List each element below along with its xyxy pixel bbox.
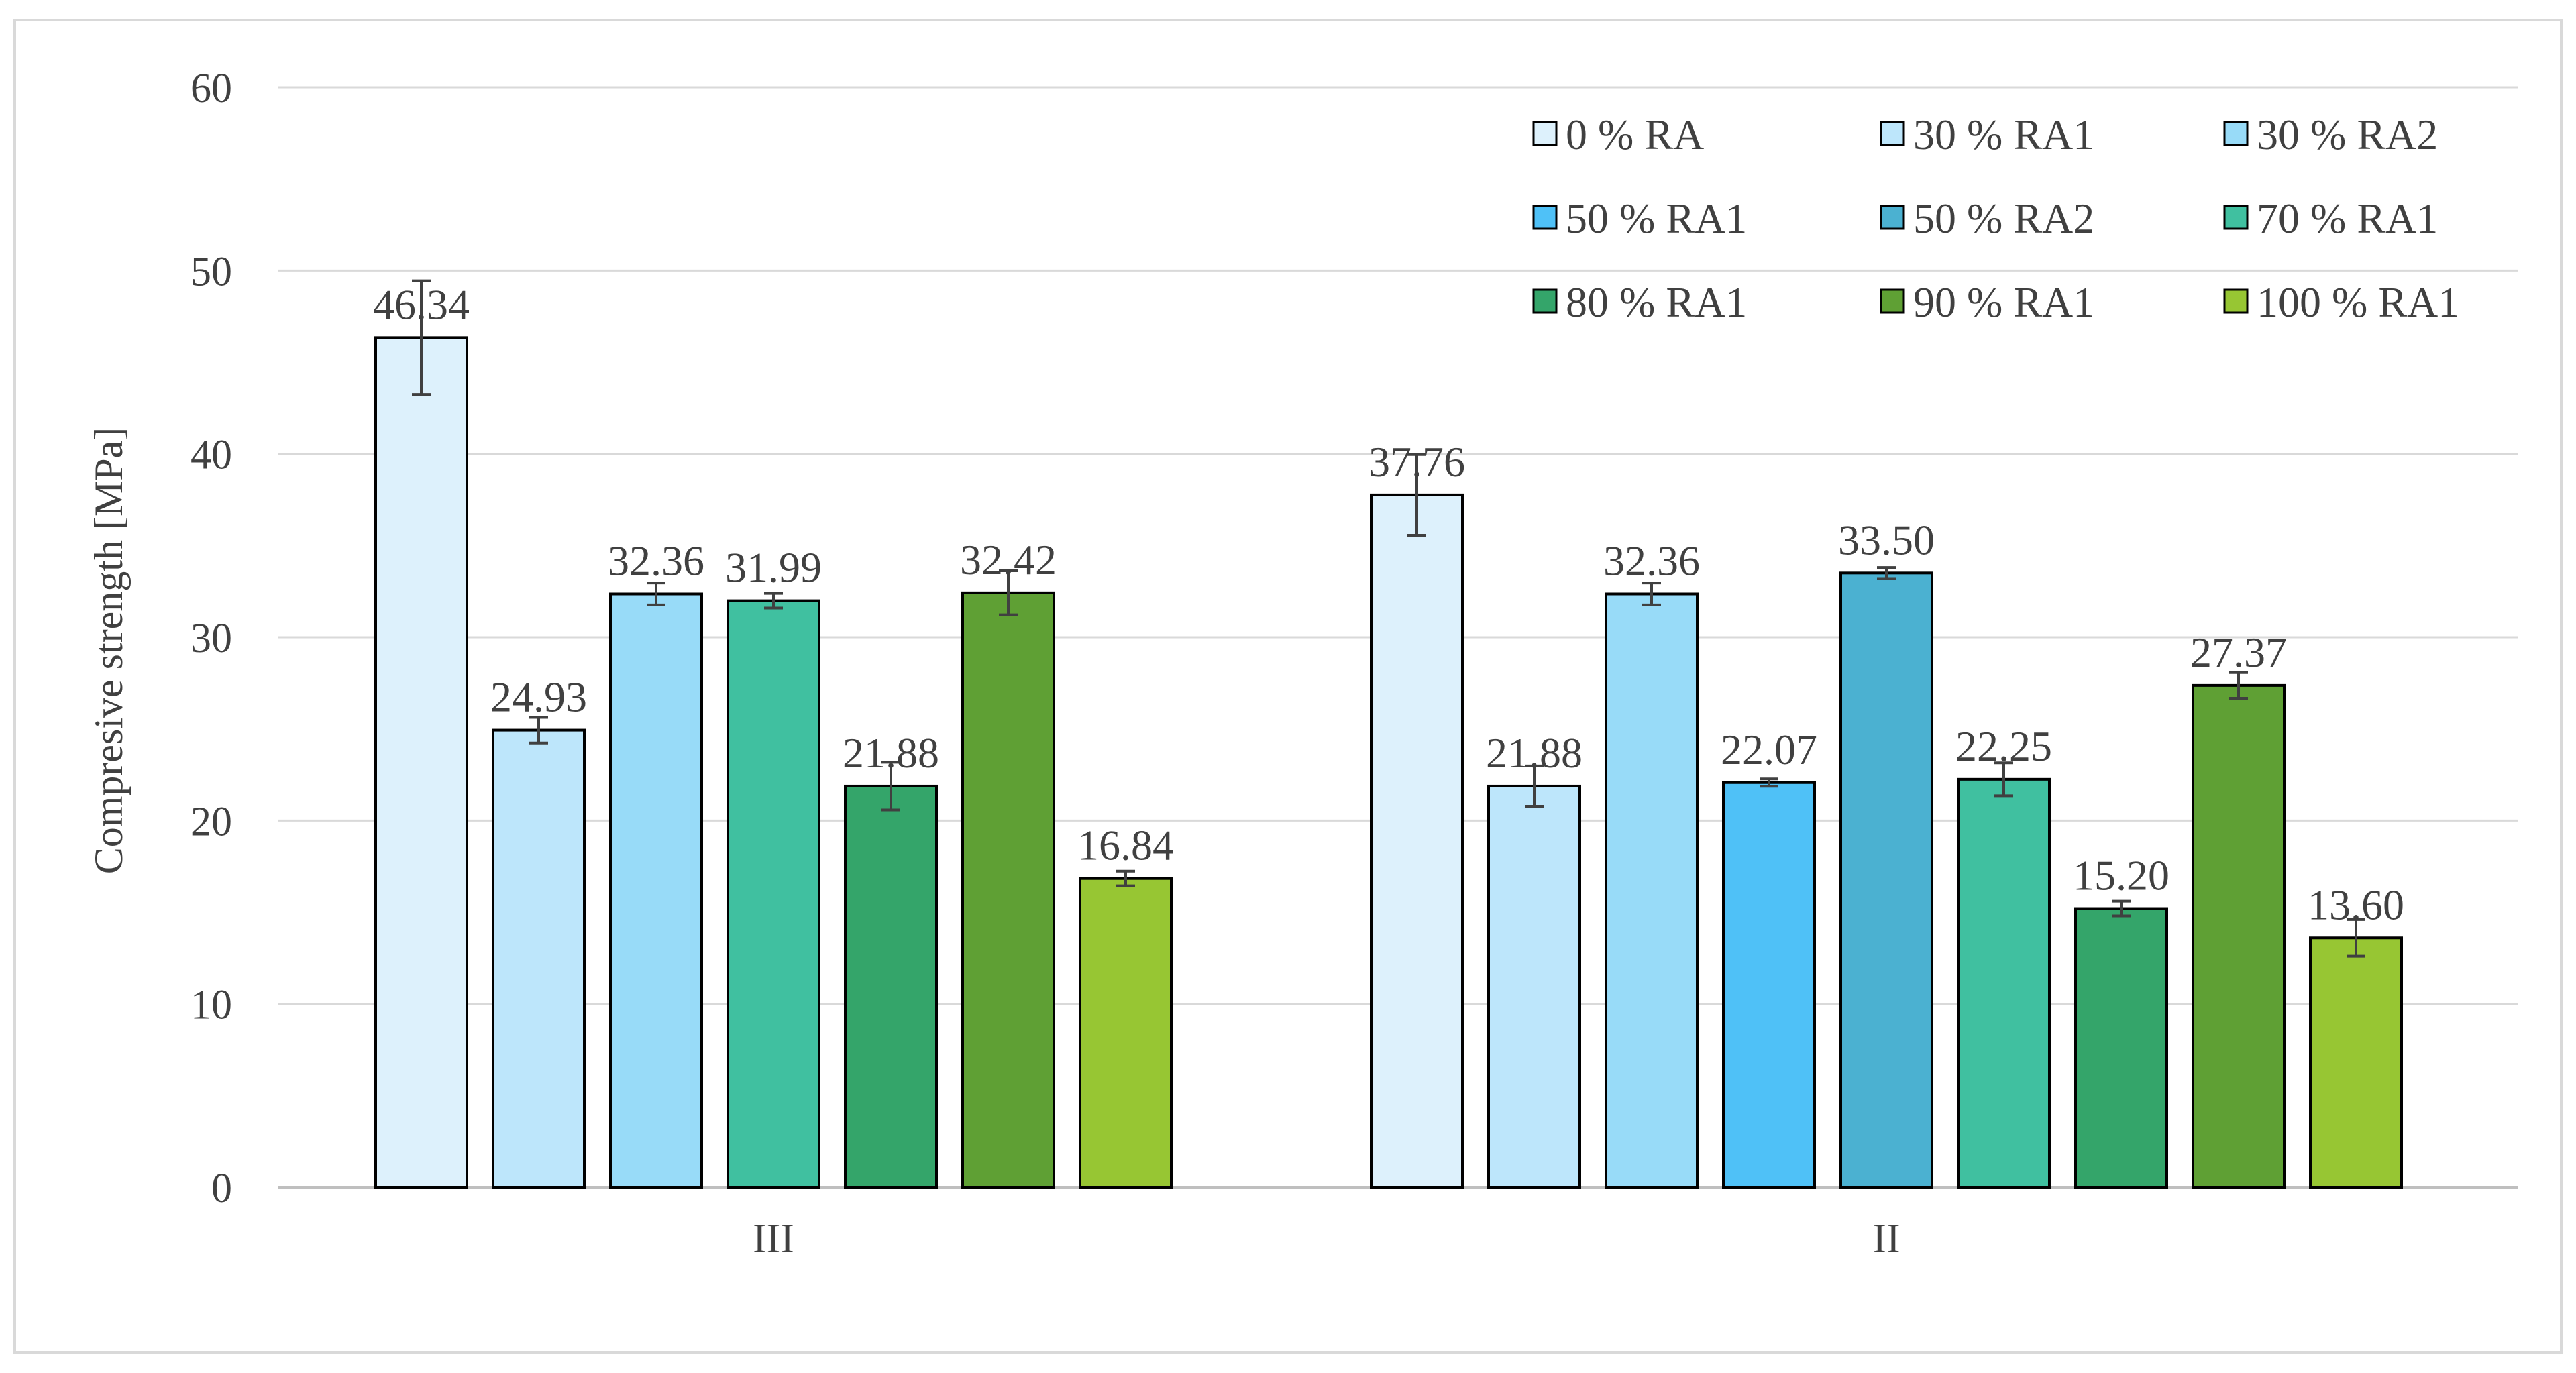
legend-swatch	[2223, 121, 2249, 146]
x-category-label: II	[1872, 1216, 1900, 1262]
legend-label: 50 % RA2	[1913, 195, 2094, 242]
bar	[374, 336, 468, 1189]
bar	[1487, 784, 1581, 1189]
data-label: 33.50	[1838, 516, 1935, 563]
legend-label: 0 % RA	[1566, 111, 1704, 158]
data-label: 24.93	[490, 673, 587, 721]
bar-chart: 46.34 24.93 32.36 31.99 21.88 32.42 16.84 37.76…	[87, 66, 2518, 1262]
data-label: 32.42	[960, 536, 1057, 584]
legend-label: 100 % RA1	[2257, 278, 2459, 326]
chart-frame: 46.34 24.93 32.36 31.99 21.88 32.42 16.84 37.76…	[13, 19, 2563, 1354]
bar	[1839, 571, 1933, 1189]
y-tick-label: 60	[191, 66, 232, 111]
y-tick-label: 30	[191, 616, 232, 661]
y-tick-label: 20	[191, 799, 232, 844]
data-label: 22.25	[1955, 722, 2052, 770]
bar	[1957, 777, 2051, 1189]
data-label: 21.88	[1486, 729, 1582, 777]
data-label: 22.07	[1721, 726, 1817, 773]
legend-label: 90 % RA1	[1913, 278, 2094, 326]
legend-label: 30 % RA2	[2257, 111, 2438, 158]
bar	[727, 599, 820, 1189]
bar	[1605, 592, 1699, 1189]
bar	[844, 784, 938, 1189]
legend-swatch	[2223, 205, 2249, 230]
bar	[1370, 493, 1464, 1189]
bar	[1722, 781, 1816, 1189]
bar	[2309, 936, 2403, 1189]
data-label: 32.36	[608, 537, 704, 584]
legend-label: 50 % RA1	[1566, 195, 1747, 242]
bar	[2192, 683, 2286, 1189]
legend-swatch	[1880, 121, 1905, 146]
data-label: 16.84	[1077, 822, 1174, 869]
bar	[609, 592, 703, 1189]
y-tick-label: 0	[211, 1166, 232, 1211]
data-label: 37.76	[1368, 438, 1465, 486]
legend-swatch	[1880, 205, 1905, 230]
bar	[2074, 907, 2168, 1189]
y-tick-label: 50	[191, 249, 232, 294]
legend-label: 70 % RA1	[2257, 195, 2438, 242]
data-label: 27.37	[2190, 628, 2287, 676]
data-label: 32.36	[1603, 537, 1700, 584]
y-axis-title: Compresive strength [MPa]	[87, 427, 131, 875]
legend-swatch	[2223, 288, 2249, 314]
bar	[492, 728, 586, 1189]
legend-swatch	[1532, 288, 1558, 314]
data-label: 15.20	[2073, 852, 2169, 899]
data-label: 31.99	[725, 544, 822, 592]
legend-swatch	[1880, 288, 1905, 314]
legend-label: 80 % RA1	[1566, 278, 1747, 326]
legend-swatch	[1532, 205, 1558, 230]
data-label: 46.34	[373, 280, 470, 328]
legend-label: 30 % RA1	[1913, 111, 2094, 158]
y-tick-label: 10	[191, 983, 232, 1028]
x-category-label: III	[753, 1216, 794, 1262]
data-label: 13.60	[2308, 881, 2404, 928]
data-label: 21.88	[843, 729, 939, 777]
bar	[961, 591, 1055, 1189]
legend-swatch	[1532, 121, 1558, 146]
y-tick-label: 40	[191, 433, 232, 478]
bar	[1079, 877, 1173, 1189]
